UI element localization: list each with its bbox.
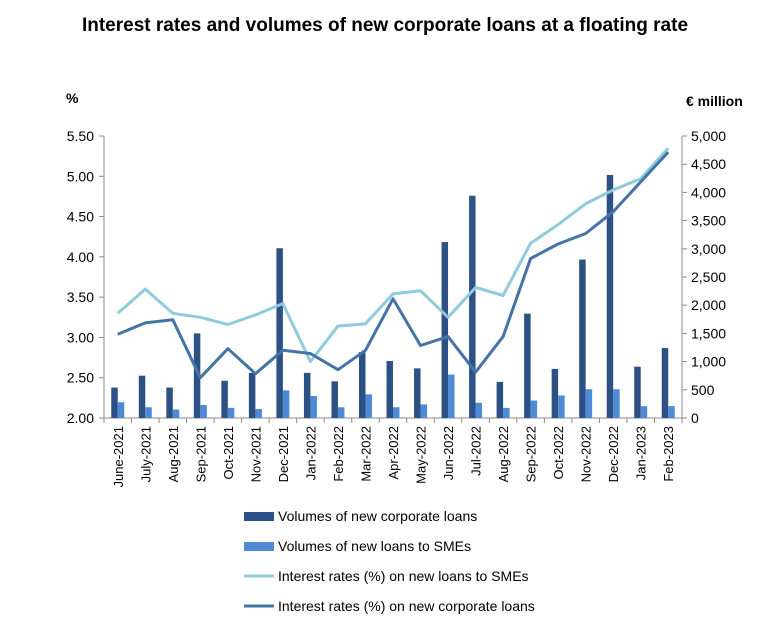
- bar-corporate-loans: [469, 195, 476, 418]
- right-tick-label: 4,000: [691, 184, 726, 200]
- left-tick-label: 5.00: [67, 168, 94, 184]
- right-tick-label: 4,500: [691, 156, 726, 172]
- x-tick-label: Oct-2022: [551, 426, 566, 479]
- x-tick-label: June-2021: [111, 426, 126, 487]
- legend-label: Interest rates (%) on new loans to SMEs: [278, 568, 529, 584]
- bar-sme-loans: [613, 389, 620, 418]
- right-tick-label: 5,000: [691, 128, 726, 144]
- x-tick-label: Mar-2022: [358, 426, 373, 482]
- left-tick-label: 4.50: [67, 209, 94, 225]
- bar-sme-loans: [200, 405, 207, 418]
- x-tick-label: Jan-2022: [303, 426, 318, 480]
- bar-corporate-loans: [358, 352, 366, 418]
- legend-swatch: [244, 512, 274, 521]
- bar-corporate-loans: [166, 387, 173, 418]
- bar-sme-loans: [365, 394, 372, 418]
- bar-sme-loans: [503, 407, 510, 418]
- x-tick-label: Oct-2021: [221, 426, 236, 479]
- right-tick-label: 500: [691, 382, 715, 398]
- x-tick-label: Feb-2022: [331, 426, 346, 482]
- x-tick-label: Aug-2021: [166, 426, 181, 482]
- left-tick-label: 3.00: [67, 329, 94, 345]
- x-tick-label: Jan-2023: [634, 426, 649, 480]
- legend-label: Volumes of new corporate loans: [278, 508, 477, 524]
- bar-sme-loans: [310, 396, 317, 418]
- legend-label: Volumes of new loans to SMEs: [278, 538, 471, 554]
- bar-sme-loans: [145, 407, 152, 418]
- bar-corporate-loans: [496, 381, 504, 418]
- x-tick-label: Sep-2022: [524, 426, 539, 482]
- bar-sme-loans: [337, 407, 345, 418]
- bar-corporate-loans: [579, 259, 586, 418]
- line-corporate-rates: [117, 151, 670, 380]
- x-tick-label: Nov-2022: [579, 426, 594, 482]
- bar-corporate-loans: [221, 380, 228, 418]
- x-tick-label: Apr-2022: [386, 426, 401, 479]
- bar-sme-loans: [420, 404, 428, 418]
- right-tick-label: 2,500: [691, 269, 726, 285]
- bar-sme-loans: [530, 400, 538, 418]
- right-tick-label: 2,000: [691, 297, 726, 313]
- x-tick-label: Dec-2022: [606, 426, 621, 482]
- bar-sme-loans: [172, 409, 180, 418]
- bar-sme-loans: [640, 406, 648, 418]
- bar-corporate-loans: [661, 348, 669, 418]
- x-tick-label: Sep-2021: [193, 426, 208, 482]
- bar-sme-loans: [282, 390, 290, 418]
- x-tick-label: Dec-2021: [276, 426, 291, 482]
- bar-corporate-loans: [551, 368, 559, 418]
- x-tick-label: Aug-2022: [496, 426, 511, 482]
- right-tick-label: 3,000: [691, 241, 726, 257]
- left-tick-label: 5.50: [67, 128, 94, 144]
- left-tick-label: 2.00: [67, 410, 94, 426]
- left-tick-label: 4.00: [67, 249, 94, 265]
- bar-corporate-loans: [634, 366, 641, 418]
- chart-title: Interest rates and volumes of new corpor…: [81, 15, 689, 36]
- x-tick-label: Feb-2023: [661, 426, 676, 482]
- bar-sme-loans: [117, 402, 125, 418]
- bar-corporate-loans: [111, 387, 118, 418]
- left-tick-label: 3.50: [67, 289, 94, 305]
- bar-corporate-loans: [606, 174, 614, 418]
- bar-corporate-loans: [386, 361, 393, 418]
- bar-sme-loans: [448, 374, 455, 418]
- bar-corporate-loans: [303, 372, 311, 418]
- bar-sme-loans: [393, 407, 400, 418]
- bar-sme-loans: [227, 407, 235, 418]
- bar-corporate-loans: [331, 381, 338, 418]
- bar-corporate-loans: [248, 372, 256, 418]
- right-tick-label: 1,000: [691, 354, 726, 370]
- right-tick-label: 1,500: [691, 325, 726, 341]
- bar-corporate-loans: [441, 242, 449, 418]
- right-tick-label: 0: [691, 410, 699, 426]
- bar-sme-loans: [255, 408, 262, 418]
- legend-swatch: [244, 542, 274, 551]
- legend-label: Interest rates (%) on new corporate loan…: [278, 598, 535, 614]
- line-sme-rates: [116, 147, 670, 364]
- bar-corporate-loans: [276, 248, 283, 418]
- bar-corporate-loans: [524, 313, 531, 418]
- right-tick-label: 3,500: [691, 213, 726, 229]
- bar-corporate-loans: [138, 375, 146, 418]
- left-axis-unit: %: [66, 90, 79, 106]
- bar-corporate-loans: [193, 333, 201, 418]
- bar-sme-loans: [475, 402, 483, 418]
- bar-sme-loans: [585, 389, 593, 418]
- x-tick-label: Jul-2022: [469, 426, 484, 476]
- bar-sme-loans: [668, 406, 675, 418]
- right-axis-unit: € million: [686, 93, 743, 109]
- x-tick-label: July-2021: [138, 426, 153, 482]
- bar-sme-loans: [558, 395, 565, 418]
- left-tick-label: 2.50: [67, 370, 94, 386]
- x-tick-label: May-2022: [414, 426, 429, 484]
- x-tick-label: Jun-2022: [441, 426, 456, 480]
- bar-corporate-loans: [414, 368, 421, 418]
- x-tick-label: Nov-2021: [248, 426, 263, 482]
